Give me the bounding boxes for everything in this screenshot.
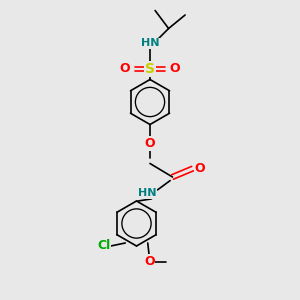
Text: Cl: Cl xyxy=(97,239,110,253)
Text: HN: HN xyxy=(138,188,156,199)
Text: O: O xyxy=(195,162,206,175)
Text: O: O xyxy=(144,255,154,268)
Text: O: O xyxy=(169,62,180,76)
Text: O: O xyxy=(120,62,130,76)
Text: HN: HN xyxy=(141,38,159,49)
Text: S: S xyxy=(145,62,155,76)
Text: O: O xyxy=(145,137,155,150)
